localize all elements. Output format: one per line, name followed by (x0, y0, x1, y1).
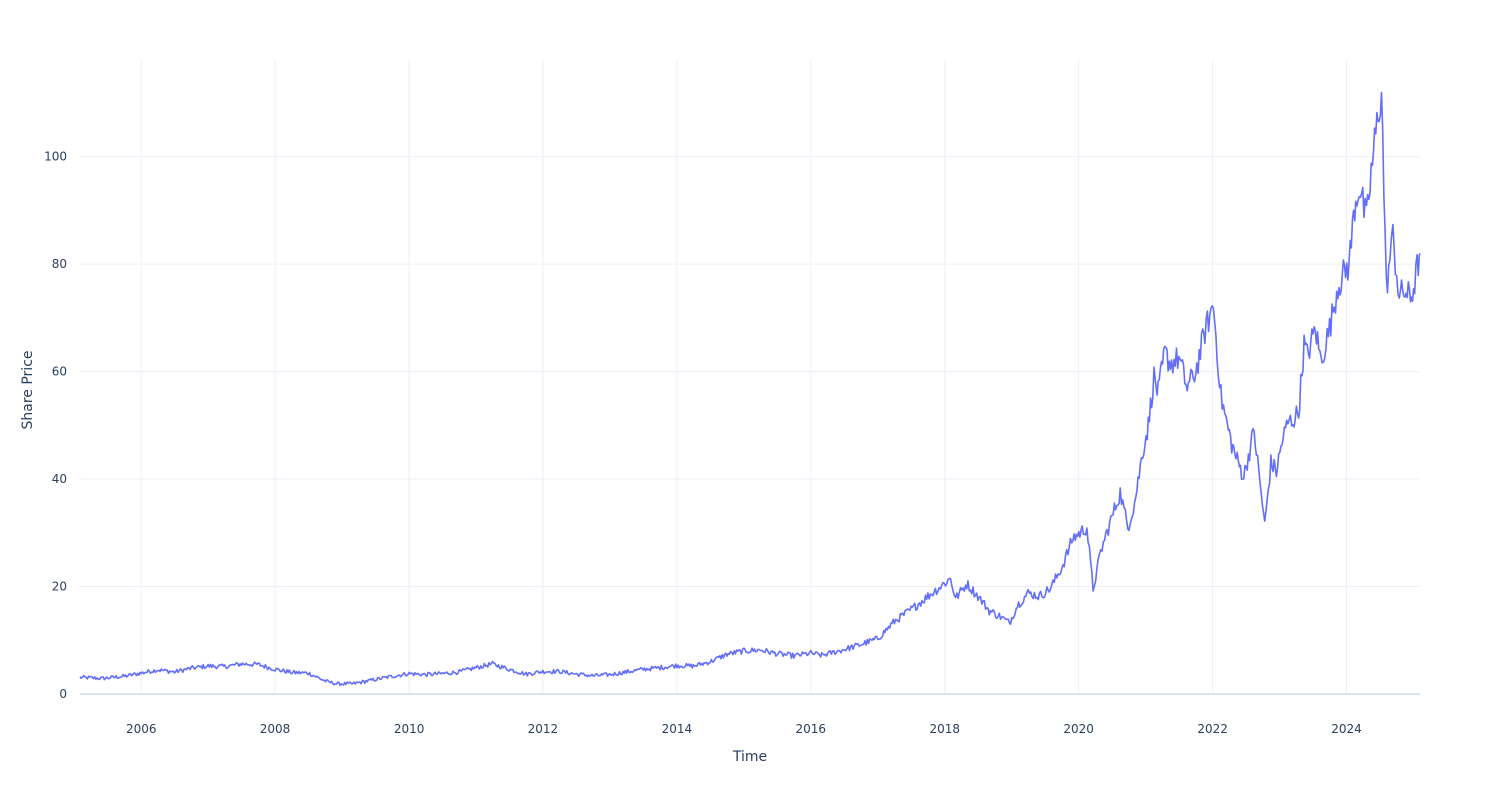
y-tick-label: 80 (52, 257, 67, 271)
y-tick-label: 60 (52, 365, 67, 379)
y-tick-label: 40 (52, 472, 67, 486)
series-line (79, 91, 1421, 687)
x-tick-label: 2018 (930, 722, 961, 736)
x-axis-title: Time (732, 749, 767, 765)
x-tick-label: 2012 (528, 722, 559, 736)
x-tick-label: 2016 (796, 722, 827, 736)
y-tick-label: 20 (52, 580, 67, 594)
y-tick-label: 0 (59, 687, 67, 701)
x-tick-label: 2022 (1197, 722, 1228, 736)
x-tick-label: 2008 (260, 722, 291, 736)
x-tick-label: 2020 (1063, 722, 1094, 736)
x-tick-label: 2024 (1331, 722, 1362, 736)
y-axis-title: Share Price (20, 350, 36, 429)
x-tick-label: 2014 (662, 722, 693, 736)
y-tick-label: 100 (44, 150, 67, 164)
x-tick-label: 2010 (394, 722, 425, 736)
x-tick-label: 2006 (126, 722, 157, 736)
axes: 2006 2008 2010 2012 2014 2016 2018 2020 2022 2024… (44, 150, 1362, 736)
plot-area (79, 91, 1421, 687)
